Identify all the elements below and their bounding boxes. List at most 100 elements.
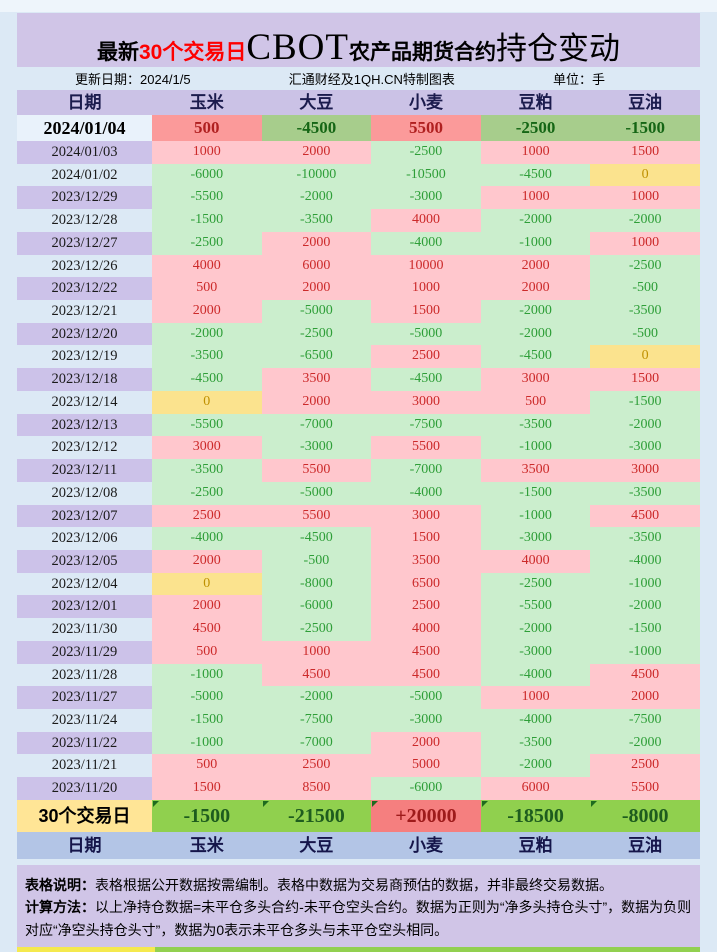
value-cell: -500	[590, 322, 700, 346]
value-cell: 5500	[261, 459, 372, 482]
value-cell: -6000	[152, 163, 262, 187]
value-cell: -7500	[371, 413, 481, 437]
value-cell: 3000	[480, 368, 591, 391]
value-cell: 1000	[371, 277, 481, 301]
value-cell: 2000	[261, 390, 372, 414]
value-cell: -3000	[480, 640, 591, 664]
cell-corner-flag	[153, 800, 159, 807]
value-cell: 5500	[371, 436, 481, 460]
date-cell: 2023/12/05	[17, 549, 152, 573]
table-body: 2024/01/04 500 -4500 5500 -2500 -1500 2024/01/…	[17, 115, 700, 800]
table-row: 2023/11/20 1500 8500 -6000 6000 5500	[17, 777, 700, 800]
value-cell: -1500	[590, 390, 700, 414]
value-cell: -1000	[480, 231, 591, 255]
table-row: 2023/12/05 2000 -500 3500 4000 -4000	[17, 549, 700, 573]
value-cell: 1500	[590, 368, 700, 391]
table-row: 2023/12/27 -2500 2000 -4000 -1000 1000	[17, 231, 700, 255]
value-cell: 1000	[480, 686, 591, 709]
value-cell: 3000	[371, 504, 481, 528]
date-cell: 2023/12/08	[51, 484, 118, 501]
update-date: 更新日期：2024/1/5	[75, 72, 191, 87]
value-cell: -7000	[371, 459, 481, 482]
value-cell: 1000	[480, 141, 591, 164]
table-row: 2023/12/04 0 -8000 6500 -2500 -1000	[17, 572, 700, 596]
date-cell: 2023/12/28	[51, 212, 118, 229]
cell-corner-flag	[591, 800, 598, 807]
value-cell: 2000	[480, 254, 591, 278]
value-cell: -1500	[480, 481, 591, 505]
table-row: 2023/12/14 0 2000 3000 500 -1500	[17, 390, 700, 414]
value-cell: -4500	[371, 368, 481, 391]
value-cell: -3500	[480, 731, 591, 755]
table-row: 2023/12/18 -4500 3500 -4500 3000 1500	[17, 368, 700, 391]
page-title: 最新 30个交易日 CBOT 农产品期货合约 持仓变动	[17, 13, 700, 68]
cutoff-row-yellow-edge	[17, 947, 155, 952]
calc-note-label: 计算方法：	[25, 899, 95, 916]
value-cell: 3500	[261, 368, 372, 391]
value-cell: -2500	[261, 618, 372, 641]
cell-corner-flag	[481, 800, 488, 807]
table-row: 2023/11/29 500 1000 4500 -3000 -1000	[17, 640, 700, 664]
cell-corner-flag	[372, 800, 379, 807]
date-cell: 2023/12/26	[51, 257, 118, 274]
footer-column-header-1: 玉米	[189, 835, 224, 855]
table-header-row: 日期 玉米 大豆 小麦 豆粕 豆油	[17, 90, 700, 115]
value-cell: 3500	[480, 459, 591, 482]
column-header-2: 大豆	[299, 93, 334, 112]
value-cell: 4500	[152, 618, 262, 641]
value-cell: -7500	[261, 708, 372, 732]
value-cell: -1000	[590, 640, 700, 664]
value-cell: 1500	[371, 527, 481, 550]
value-cell: -6000	[261, 595, 372, 619]
date-cell: 2023/12/29	[17, 186, 152, 210]
value-cell: 1000	[261, 640, 372, 664]
value-cell: -4500	[261, 527, 372, 550]
summary-row: 30个交易日 -1500 -21500 +20000 -18500 -8000	[17, 799, 700, 832]
table-row: 2023/12/19 -3500 -6500 2500 -4500 0	[17, 345, 700, 369]
table-row: 2023/11/27 -5000 -2000 -5000 1000 2000	[17, 686, 700, 709]
value-cell: 1000	[480, 186, 591, 210]
title-prefix: 最新	[96, 41, 139, 64]
value-cell: 4000	[371, 209, 481, 232]
date-cell: 2023/12/21	[51, 303, 118, 320]
cell-corner-flag	[262, 800, 269, 807]
summary-value: -1500	[152, 799, 262, 832]
title-suffix: 持仓变动	[496, 31, 621, 66]
value-cell: -1000	[480, 436, 591, 460]
table-row: 2023/12/13 -5500 -7000 -7500 -3500 -2000	[17, 413, 700, 437]
footer-column-header-date: 日期	[67, 835, 102, 855]
value-cell: 3500	[371, 549, 481, 573]
value-cell: 500	[152, 115, 262, 141]
calc-note-text: 以上净持仓数据=未平仓多头合约-未平仓空头合约。数据为正则为“净多头持仓头寸”，…	[25, 899, 692, 938]
value-cell: -1500	[590, 618, 700, 641]
value-cell: -2000	[590, 731, 700, 755]
date-cell: 2023/11/29	[17, 640, 152, 664]
value-cell: -2000	[590, 595, 700, 619]
value-cell: 2000	[152, 300, 262, 323]
value-cell: 2000	[152, 549, 262, 573]
meta-row: 更新日期：2024/1/5 汇通财经及1QH.CN特制图表 单位：手	[17, 67, 700, 90]
unit-label: 单位：手	[552, 72, 605, 87]
value-cell: 500	[152, 754, 262, 778]
value-cell: 4000	[480, 549, 591, 573]
value-cell: -8000	[261, 572, 372, 596]
date-cell: 2023/12/12	[51, 439, 118, 456]
table-note-text: 表格根据公开数据按需编制。表格中数据为交易商预估的数据，并非最终交易数据。	[95, 876, 613, 893]
value-cell: -5000	[261, 300, 372, 323]
table-row: 2024/01/03 1000 2000 -2500 1000 1500	[17, 141, 700, 164]
value-cell: -1500	[590, 115, 700, 141]
footer-column-header-4: 豆粕	[518, 835, 553, 855]
value-cell: 2500	[590, 754, 700, 778]
value-cell: -2000	[480, 322, 591, 346]
value-cell: 1000	[590, 231, 700, 255]
value-cell: -4000	[480, 663, 591, 687]
value-cell: 1500	[152, 777, 262, 800]
date-cell: 2023/12/06	[51, 530, 118, 547]
date-cell: 2023/11/28	[51, 666, 118, 683]
value-cell: -5500	[152, 413, 262, 437]
value-cell: 0	[152, 390, 262, 414]
value-cell: -4000	[152, 527, 262, 550]
table-row: 2023/11/30 4500 -2500 4000 -2000 -1500	[17, 618, 700, 641]
date-cell: 2023/12/27	[17, 231, 152, 255]
footer-column-header-3: 小麦	[408, 835, 443, 855]
